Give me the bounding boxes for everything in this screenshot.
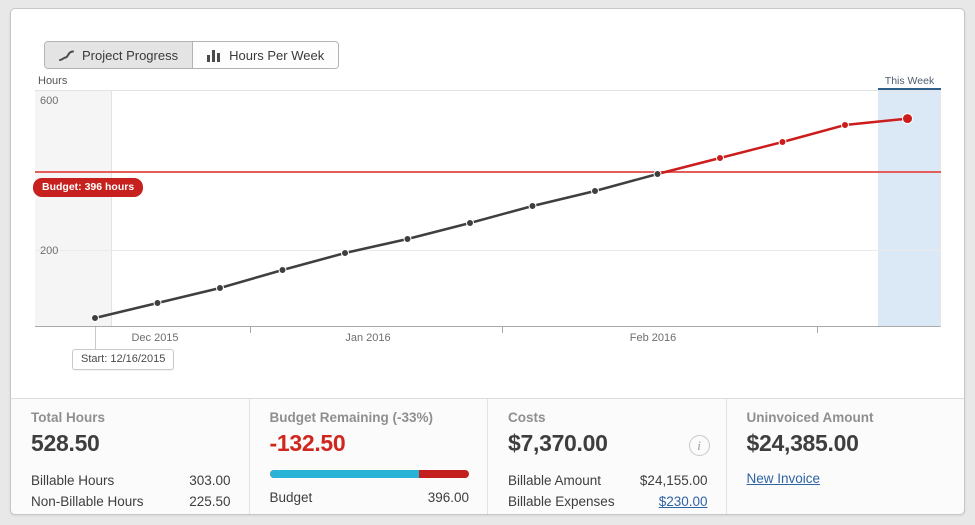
budget-progress-bar-used [269,470,419,478]
costs-label: Costs [508,410,546,425]
uninvoiced-amount-label: Uninvoiced Amount [746,410,874,425]
x-axis-tick [502,327,503,333]
budget-row: Budget 396.00 [270,487,470,508]
y-axis-title: Hours [38,75,68,87]
tab-hours-per-week[interactable]: Hours Per Week [192,42,339,68]
total-hours-label: Total Hours [31,410,105,425]
data-point[interactable] [716,154,724,162]
data-point[interactable] [341,249,349,257]
row-value: $24,155.00 [639,473,708,488]
this-week-band-top-bar [878,88,941,91]
data-point[interactable] [216,284,224,292]
budget-remaining-value: -132.50 [269,430,346,456]
budget-progress-bar [269,470,469,478]
trend-line-icon [59,49,74,62]
billable-amount-row: Billable Amount $24,155.00 [508,470,708,491]
x-axis-tick [817,327,818,333]
y-tick-200: 200 [40,245,59,257]
data-point[interactable] [591,187,599,195]
bar-chart-icon [207,49,221,62]
row-value: 303.00 [189,473,231,488]
data-point[interactable] [528,202,537,210]
billable-hours-row: Billable Hours 303.00 [31,470,231,491]
uninvoiced-amount-column: Uninvoiced Amount $24,385.00 New Invoice [725,399,965,514]
budget-remaining-label: Budget Remaining (-33%) [269,410,434,425]
row-value: 225.50 [189,494,231,509]
y-tick-600: 600 [40,95,59,107]
gridline-200 [35,250,941,251]
data-point[interactable] [466,219,474,227]
uninvoiced-amount-value: $24,385.00 [746,430,859,456]
summary-stats-panel: Total Hours 528.50 Billable Hours 303.00… [10,398,965,515]
tab-label: Project Progress [82,47,179,63]
budget-line [35,170,941,173]
data-point[interactable] [653,170,662,178]
row-label: Budget [269,490,313,505]
row-label: Non-Billable Hours [31,494,144,509]
row-label: Billable Expenses [508,494,615,509]
data-point[interactable] [153,299,162,307]
tab-label: Hours Per Week [229,47,325,63]
row-label: Billable Hours [31,473,115,488]
billable-expenses-row: Billable Expenses $230.00 [508,491,708,512]
data-point[interactable] [278,266,287,274]
x-axis-label-dec: Dec 2015 [131,332,179,344]
info-icon[interactable]: i [688,435,710,456]
data-point[interactable] [91,314,99,322]
data-point[interactable] [403,235,412,243]
new-invoice-link[interactable]: New Invoice [746,471,821,486]
this-week-label: This Week [884,75,935,87]
budget-remaining-column: Budget Remaining (-33%) -132.50 Budget 3… [248,399,488,514]
row-value: 396.00 [427,490,469,505]
total-hours-value: 528.50 [31,430,100,456]
x-axis-label-feb: Feb 2016 [629,332,677,344]
plot-frame [35,90,941,327]
non-billable-hours-row: Non-Billable Hours 225.50 [31,491,231,512]
chart-mode-toggle: Project Progress Hours Per Week [44,41,340,69]
x-axis-label-jan: Jan 2016 [345,332,391,344]
budget-badge: Budget: 396 hours [33,178,144,197]
total-hours-column: Total Hours 528.50 Billable Hours 303.00… [11,399,249,514]
costs-column: Costs $7,370.00 i Billable Amount $24,15… [487,399,726,514]
start-date-tick [95,327,96,350]
data-point[interactable] [778,138,787,146]
costs-value: $7,370.00 [508,430,608,456]
start-date-tooltip: Start: 12/16/2015 [72,349,175,370]
data-point[interactable] [902,113,913,125]
x-axis-tick [250,327,251,333]
data-point[interactable] [841,121,849,129]
row-label: Billable Amount [508,473,602,488]
tab-project-progress[interactable]: Project Progress [45,42,193,68]
billable-expenses-link[interactable]: $230.00 [658,494,708,509]
